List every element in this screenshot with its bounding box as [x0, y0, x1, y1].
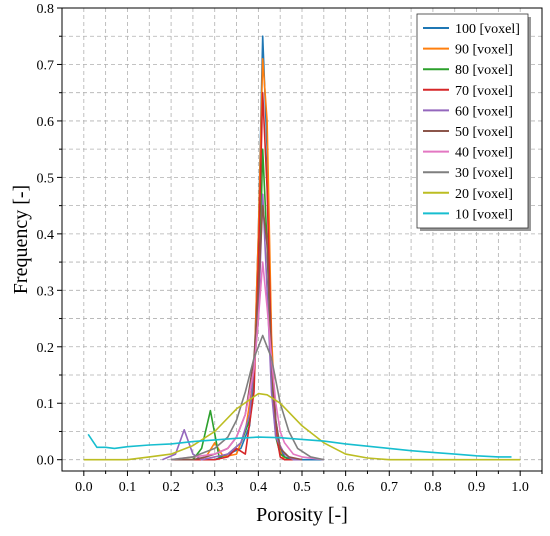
y-tick-label: 0.6 — [37, 115, 55, 130]
legend-label: 30 [voxel] — [455, 166, 513, 181]
x-tick-label: 0.8 — [424, 480, 442, 495]
x-tick-label: 0.1 — [119, 480, 137, 495]
y-axis-label: Frequency [-] — [10, 185, 32, 294]
series-line — [179, 57, 302, 461]
y-axis-ticks: 0.0 0.1 0.2 0.3 0.4 0.5 0.6 0.7 0.8 — [37, 2, 62, 469]
y-tick-label: 0.8 — [37, 2, 55, 17]
series-line — [83, 392, 521, 461]
legend: 100 [voxel] 90 [voxel] 80 [voxel] 70 [voxel… — [416, 13, 531, 231]
y-tick-label: 0.5 — [37, 171, 55, 186]
series-line — [87, 433, 512, 458]
y-tick-label: 0.3 — [37, 284, 55, 299]
x-tick-label: 0.6 — [337, 480, 355, 495]
x-axis-label: Porosity [-] — [256, 504, 348, 526]
series-lines — [83, 35, 521, 461]
legend-label: 10 [voxel] — [455, 207, 513, 222]
x-tick-label: 0.5 — [293, 480, 311, 495]
y-tick-label: 0.2 — [37, 341, 55, 356]
legend-label: 20 [voxel] — [455, 187, 513, 202]
x-tick-label: 0.4 — [250, 480, 268, 495]
y-tick-label: 0.0 — [37, 454, 55, 469]
legend-label: 40 [voxel] — [455, 146, 513, 161]
series-line — [192, 91, 302, 461]
legend-label: 60 [voxel] — [455, 104, 513, 119]
x-tick-label: 1.0 — [511, 480, 529, 495]
y-tick-label: 0.4 — [37, 228, 55, 243]
x-tick-label: 0.3 — [206, 480, 224, 495]
x-tick-label: 0.7 — [381, 480, 399, 495]
legend-label: 70 [voxel] — [455, 84, 513, 99]
y-tick-label: 0.1 — [37, 397, 55, 412]
x-tick-label: 0.2 — [162, 480, 180, 495]
series-line — [171, 204, 303, 461]
y-tick-label: 0.7 — [37, 58, 55, 73]
legend-label: 90 [voxel] — [455, 43, 513, 58]
x-tick-label: 0.0 — [75, 480, 93, 495]
legend-label: 80 [voxel] — [455, 63, 513, 78]
x-tick-label: 0.9 — [468, 480, 486, 495]
series-line — [170, 261, 324, 461]
legend-label: 50 [voxel] — [455, 125, 513, 140]
series-line — [170, 334, 324, 461]
legend-label: 100 [voxel] — [455, 22, 520, 37]
x-axis-ticks: 0.0 0.1 0.2 0.3 0.4 0.5 0.6 0.7 0.8 0.9 1.0 — [75, 471, 543, 495]
